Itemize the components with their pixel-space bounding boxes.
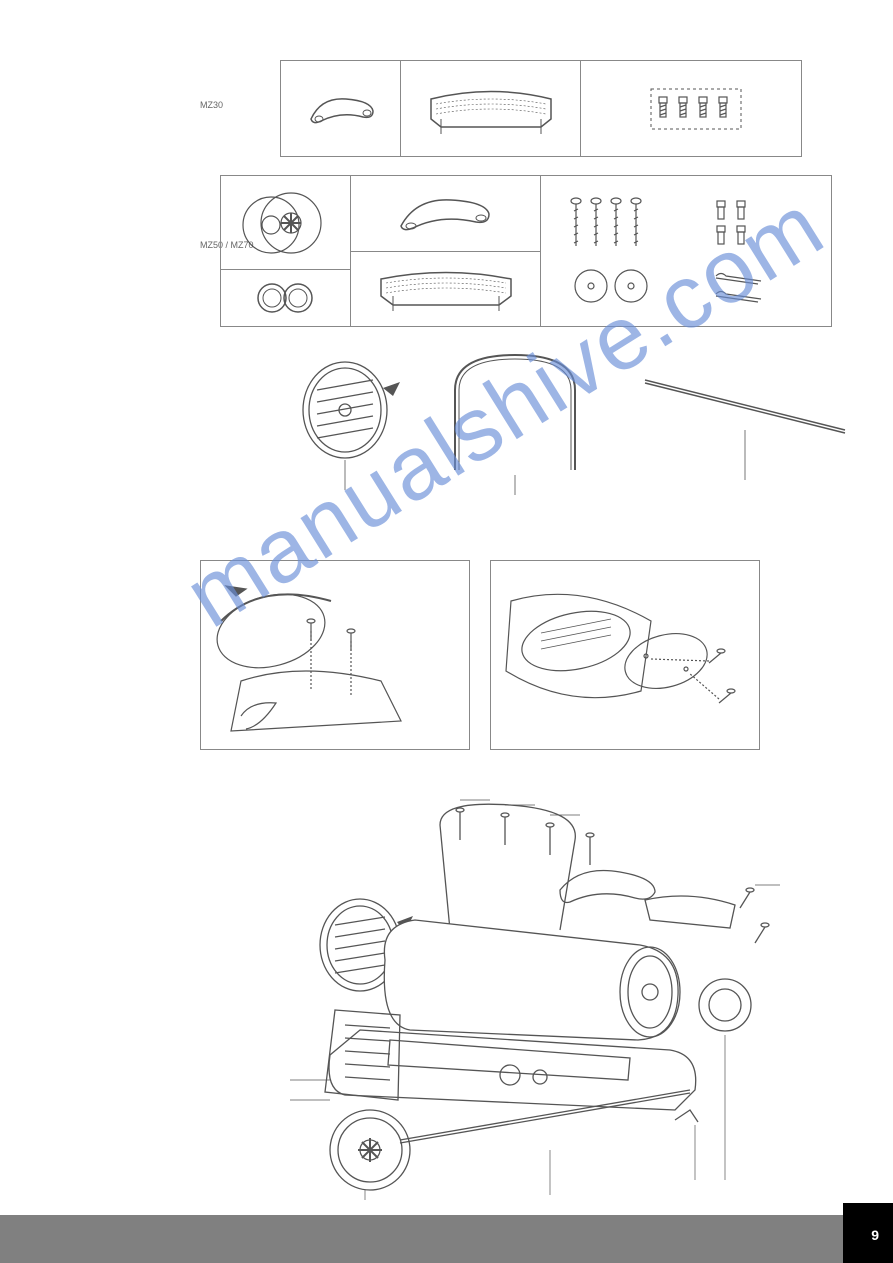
cell-cord-wrap [401, 61, 581, 156]
assembly-step-left [200, 560, 470, 750]
cell-caps [221, 270, 350, 326]
cell-handle-b [351, 176, 540, 252]
col-handles [351, 176, 541, 326]
footer-page-number: 9 [871, 1227, 879, 1243]
cell-cord-b [351, 252, 540, 327]
parts-row-1 [280, 60, 802, 157]
cell-hardware [541, 176, 831, 326]
parts-row-3 [265, 340, 865, 490]
footer-corner [843, 1203, 893, 1263]
row3-icons [265, 340, 865, 500]
cell-wheels [221, 176, 350, 270]
exploded-svg [250, 780, 790, 1200]
cord-wrap-icon [411, 79, 571, 139]
caps-icon [246, 278, 326, 318]
assembly-step-right [490, 560, 760, 750]
exploded-view [250, 780, 790, 1200]
handle-b-icon [381, 188, 511, 238]
footer-bar [0, 1215, 893, 1263]
cord-b-icon [361, 261, 531, 316]
cell-handle-small [281, 61, 401, 156]
wheels-icon [231, 183, 341, 263]
assy-right-icon [491, 561, 761, 751]
cell-bolts-4 [581, 61, 801, 156]
bolts-dashed-icon [621, 79, 761, 139]
hardware-icon [546, 186, 826, 316]
parts-row-2 [220, 175, 832, 327]
model-label-1: MZ30 [200, 100, 223, 110]
col-wheels [221, 176, 351, 326]
assy-left-icon [201, 561, 471, 751]
handle-small-icon [301, 89, 381, 129]
